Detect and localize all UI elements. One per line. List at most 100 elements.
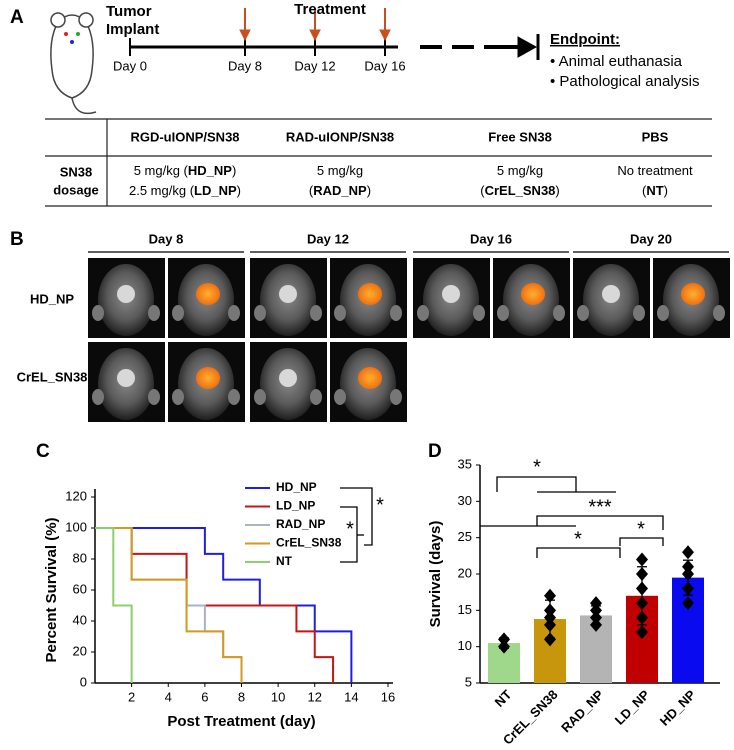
survival-line (95, 527, 133, 683)
significance: * (574, 528, 582, 550)
data-point (590, 603, 602, 618)
significance-brackets-c (340, 487, 373, 563)
x-tick-label: 2 (128, 689, 135, 704)
data-point (636, 625, 648, 640)
tumor (279, 285, 297, 303)
legend-label: NT (276, 554, 293, 568)
y-tick-label: 20 (73, 643, 87, 658)
mri-ear (228, 389, 240, 405)
mri-ear (713, 305, 725, 321)
table-header: Free SN38 (488, 129, 552, 144)
y-tick-label: 30 (458, 493, 472, 508)
table-cell: (RAD_NP) (309, 183, 371, 198)
mri-ear (633, 305, 645, 321)
data-point (544, 588, 556, 603)
cell-text: ) (237, 183, 241, 198)
x-tick-label: 12 (308, 689, 322, 704)
data-point (682, 545, 694, 560)
mri-ear (228, 305, 240, 321)
row-label: HD_NP (30, 291, 74, 306)
data-point (544, 632, 556, 647)
significance-brackets-d (480, 476, 664, 558)
endpoint-title: Endpoint: (550, 31, 620, 48)
y-tick-label: 25 (458, 529, 472, 544)
table-cell: 5 mg/kg (HD_NP) (134, 163, 237, 178)
endpoint-item: • Pathological analysis (550, 73, 700, 90)
x-tick-label: RAD_NP (558, 687, 607, 736)
survival-line (95, 527, 243, 683)
tumor (602, 285, 620, 303)
implant-label: Implant (106, 21, 159, 38)
significance: * (533, 456, 541, 478)
cell-text: NT (646, 183, 663, 198)
table-grid (45, 118, 712, 207)
table-cell: (CrEL_SN38) (480, 183, 560, 198)
y-tick-label: 15 (458, 602, 472, 617)
tumor (279, 369, 297, 387)
x-tick-label: 8 (238, 689, 245, 704)
significance: * (346, 518, 354, 540)
cell-text: RAD_NP (313, 183, 367, 198)
day-label: Day 8 (228, 58, 262, 73)
y-tick-label: 20 (458, 565, 472, 580)
tumor (117, 285, 135, 303)
x-tick-label: NT (492, 687, 515, 710)
x-tick-label: 10 (271, 689, 285, 704)
tumor-overlay (358, 367, 382, 389)
cell-text: ( (309, 183, 314, 198)
day-header: Day 8 (149, 231, 184, 246)
y-tick-label: 80 (73, 550, 87, 565)
day-label: Day 16 (364, 58, 405, 73)
cell-text: CrEL_SN38 (485, 183, 556, 198)
cell-text: 5 mg/kg (497, 163, 543, 178)
day-label: Day 12 (294, 58, 335, 73)
mri-ear (254, 305, 266, 321)
cell-text: LD_NP (194, 183, 237, 198)
timeline (129, 34, 540, 60)
table-header: RGD-uIONP/SN38 (130, 129, 239, 144)
cell-text: ( (480, 183, 485, 198)
x-tick-label: HD_NP (657, 687, 699, 729)
y-tick-label: 35 (458, 456, 472, 471)
x-tick-label: 14 (344, 689, 358, 704)
table-cell: (NT) (642, 183, 668, 198)
data-point (682, 559, 694, 574)
implant-label: Tumor (106, 3, 152, 20)
cell-text: HD_NP (188, 163, 232, 178)
cell-text: 2.5 mg/kg ( (129, 183, 195, 198)
data-point (590, 596, 602, 611)
data-point (498, 632, 510, 647)
data-point (636, 581, 648, 596)
panel-label: C (36, 441, 50, 462)
data-point (682, 596, 694, 611)
data-point (498, 639, 510, 654)
cell-text: ) (555, 183, 559, 198)
data-point (636, 552, 648, 567)
mri-ear (92, 305, 104, 321)
day-label: Day 0 (113, 58, 147, 73)
mri-ear (334, 305, 346, 321)
row-label: CrEL_SN38 (17, 369, 88, 384)
x-axis-label: Post Treatment (day) (167, 713, 315, 730)
mri-ear (172, 389, 184, 405)
legend-label: HD_NP (276, 480, 317, 494)
mri-ear (417, 305, 429, 321)
row-label: dosage (53, 182, 99, 197)
table-cell: 2.5 mg/kg (LD_NP) (129, 183, 241, 198)
significance: * (376, 494, 384, 516)
mri-ear (390, 305, 402, 321)
y-tick-label: 0 (80, 674, 87, 689)
tumor-overlay (681, 283, 705, 305)
data-point (590, 610, 602, 625)
mri-ear (553, 305, 565, 321)
row-label: SN38 (60, 164, 93, 179)
significance: *** (588, 496, 612, 518)
mri-ear (390, 389, 402, 405)
cell-text: ) (367, 183, 371, 198)
significance: * (637, 518, 645, 540)
y-tick-label: 60 (73, 581, 87, 596)
panel-label: B (10, 229, 24, 250)
mri-ear (577, 305, 589, 321)
legend-label: CrEL_SN38 (276, 536, 342, 550)
mri-ear (657, 305, 669, 321)
